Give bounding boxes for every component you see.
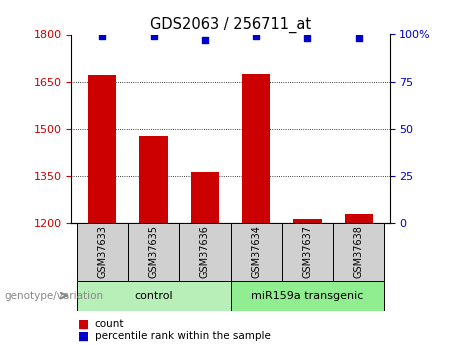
Point (253, 33, 260, 39)
Text: ■: ■ (78, 330, 89, 343)
Bar (230, 223, 282, 281)
Bar (191, 172, 219, 223)
Point (150, 33, 157, 39)
Text: GSM37634: GSM37634 (251, 225, 261, 278)
Bar (333, 223, 384, 281)
Bar (282, 223, 333, 281)
Title: GDS2063 / 256711_at: GDS2063 / 256711_at (150, 17, 311, 33)
Bar (293, 219, 322, 223)
Text: GSM37635: GSM37635 (148, 225, 159, 278)
Text: genotype/variation: genotype/variation (5, 291, 104, 300)
Text: GSM37638: GSM37638 (354, 225, 364, 278)
Bar (128, 223, 179, 281)
Text: ■: ■ (78, 318, 89, 331)
Bar (139, 136, 168, 223)
Text: miR159a transgenic: miR159a transgenic (251, 291, 364, 301)
Bar (345, 214, 373, 223)
Bar (230, 281, 384, 310)
Text: percentile rank within the sample: percentile rank within the sample (95, 332, 271, 341)
Bar (77, 223, 128, 281)
Text: control: control (134, 291, 173, 301)
Text: GSM37636: GSM37636 (200, 225, 210, 278)
Text: GSM37637: GSM37637 (302, 225, 313, 278)
Text: count: count (95, 319, 124, 329)
Bar (179, 223, 230, 281)
Text: GSM37633: GSM37633 (97, 225, 107, 278)
Point (355, 36, 362, 41)
Point (304, 36, 311, 41)
Point (99, 33, 106, 39)
Bar (242, 74, 270, 223)
Bar (77, 281, 230, 310)
Point (201, 37, 208, 43)
Bar (88, 75, 116, 223)
